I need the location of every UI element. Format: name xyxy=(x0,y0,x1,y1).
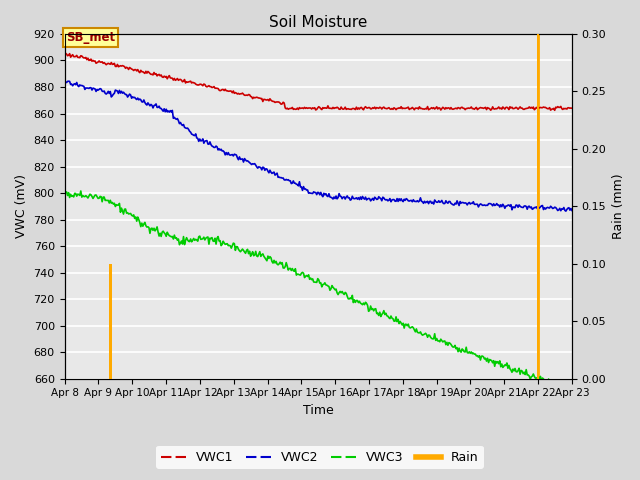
X-axis label: Time: Time xyxy=(303,404,333,417)
Bar xyxy=(109,264,111,379)
Y-axis label: VWC (mV): VWC (mV) xyxy=(15,174,28,239)
Legend: VWC1, VWC2, VWC3, Rain: VWC1, VWC2, VWC3, Rain xyxy=(156,446,484,469)
Text: SB_met: SB_met xyxy=(66,31,115,44)
Title: Soil Moisture: Soil Moisture xyxy=(269,15,367,30)
Y-axis label: Rain (mm): Rain (mm) xyxy=(612,174,625,239)
Bar xyxy=(537,34,540,379)
